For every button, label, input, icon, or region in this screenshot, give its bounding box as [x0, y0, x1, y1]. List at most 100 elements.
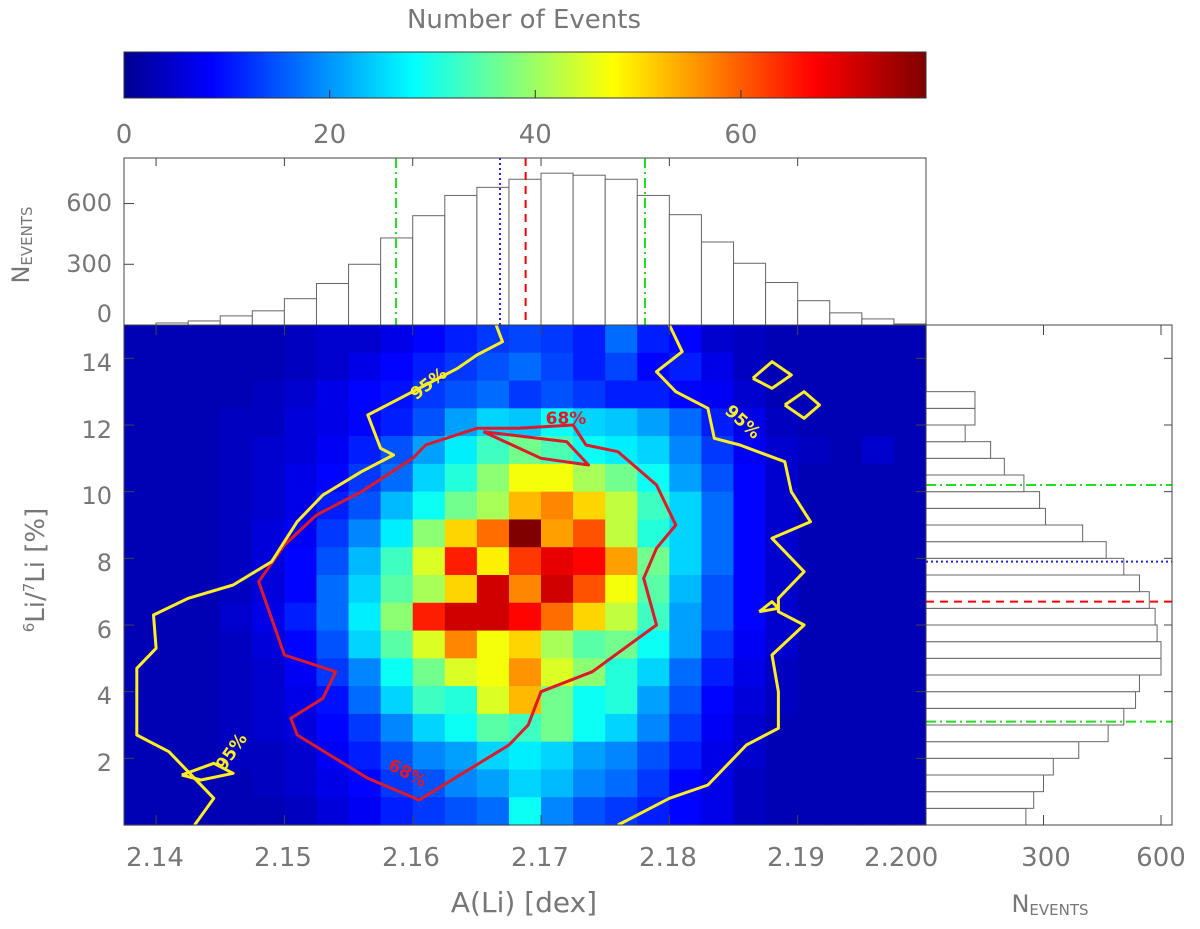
- heatmap-cell: [893, 602, 927, 632]
- heatmap-cell: [701, 380, 735, 409]
- heatmap-cell: [124, 686, 157, 715]
- heatmap-cell: [508, 658, 542, 687]
- heatmap-cell: [765, 741, 799, 771]
- heatmap-cell: [573, 630, 606, 659]
- heatmap-cell: [412, 325, 446, 354]
- heatmap-cell: [284, 686, 318, 715]
- main-xtick-label: 2.16: [382, 843, 440, 873]
- heatmap-cell: [508, 797, 542, 826]
- heatmap-cell: [829, 602, 863, 632]
- heatmap-cell: [701, 686, 735, 715]
- heatmap-cell: [124, 519, 157, 548]
- heatmap-cell: [220, 741, 253, 771]
- heatmap-cell: [380, 741, 414, 771]
- main-ytick-label: 12: [81, 416, 112, 444]
- heatmap-cell: [861, 602, 895, 632]
- top-histogram-bar: [700, 241, 735, 326]
- heatmap-cell: [797, 325, 831, 354]
- heatmap-cell: [765, 575, 799, 604]
- heatmap-cell: [829, 575, 863, 604]
- heatmap-cell: [797, 658, 831, 687]
- heatmap-cell: [893, 547, 927, 576]
- heatmap-cell: [637, 658, 670, 687]
- heatmap-cell: [380, 519, 414, 548]
- heatmap-cell: [861, 741, 895, 771]
- heatmap-cell: [701, 741, 735, 771]
- top-histogram-ylabel-main: N: [7, 266, 35, 284]
- heatmap-cell: [316, 352, 350, 382]
- top-histogram: [124, 158, 927, 326]
- right-histogram-bar: [925, 691, 1137, 709]
- heatmap-cell: [605, 380, 638, 409]
- heatmap-cell: [829, 491, 863, 521]
- heatmap-cell: [348, 769, 382, 798]
- heatmap-cell: [637, 436, 670, 465]
- main-ylabel: 6Li/7Li [%]: [20, 508, 51, 633]
- heatmap-cell: [669, 797, 703, 826]
- heatmap-cell: [701, 797, 735, 826]
- main-ylabel-sup6: 6: [20, 623, 38, 633]
- heatmap-cell: [188, 547, 221, 576]
- heatmap-cell: [797, 713, 831, 743]
- heatmap-cell: [316, 436, 350, 465]
- heatmap-cell: [733, 408, 767, 437]
- heatmap-cell: [605, 797, 638, 826]
- right-histogram-bar: [925, 424, 966, 443]
- heatmap-cell: [252, 658, 285, 687]
- heatmap-cell: [156, 658, 189, 687]
- heatmap-cell: [156, 630, 189, 659]
- heatmap-cell: [701, 575, 735, 604]
- heatmap-cell: [156, 491, 189, 521]
- heatmap-cell: [733, 463, 767, 493]
- heatmap-cell: [220, 352, 253, 382]
- heatmap-cell: [252, 575, 285, 604]
- heatmap-cell: [188, 686, 221, 715]
- heatmap-cell: [605, 352, 638, 382]
- heatmap-cell: [605, 463, 638, 493]
- heatmap-cell: [220, 436, 253, 465]
- heatmap-cell: [444, 463, 478, 493]
- heatmap-cell: [476, 713, 510, 743]
- heatmap-cell: [444, 491, 478, 521]
- top-histogram-bar: [412, 215, 446, 326]
- right-histogram-frame: [925, 324, 1173, 826]
- heatmap-cell: [508, 380, 542, 409]
- heatmap-cell: [797, 408, 831, 437]
- heatmap-cell: [765, 658, 799, 687]
- heatmap-cell: [124, 547, 157, 576]
- heatmap-cell: [829, 352, 863, 382]
- heatmap-cell: [412, 797, 446, 826]
- heatmap-cell: [829, 436, 863, 465]
- heatmap-cell: [124, 769, 157, 798]
- main-ylabel-mid: Li/: [21, 592, 51, 623]
- heatmap-cell: [605, 575, 638, 604]
- main-ticks: [124, 325, 926, 825]
- heatmap: [124, 325, 927, 826]
- heatmap-cell: [220, 463, 253, 493]
- heatmap-cell: [733, 325, 767, 354]
- heatmap-cell: [124, 325, 157, 354]
- heatmap-cell: [444, 519, 478, 548]
- heatmap-cell: [380, 491, 414, 521]
- heatmap-cell: [861, 519, 895, 548]
- heatmap-cell: [252, 713, 285, 743]
- heatmap-cell: [893, 380, 927, 409]
- heatmap-cell: [733, 380, 767, 409]
- heatmap-cell: [316, 408, 350, 437]
- heatmap-cell: [605, 325, 638, 354]
- heatmap-cell: [573, 602, 606, 632]
- heatmap-cell: [508, 408, 542, 437]
- heatmap-cell: [124, 797, 157, 826]
- heatmap-cell: [605, 408, 638, 437]
- heatmap-cell: [797, 686, 831, 715]
- heatmap-cell: [444, 602, 478, 632]
- heatmap-cell: [252, 686, 285, 715]
- heatmap-cell: [637, 491, 670, 521]
- right-histogram: [925, 325, 1172, 826]
- heatmap-cell: [380, 658, 414, 687]
- heatmap-cell: [252, 741, 285, 771]
- heatmap-cell: [444, 630, 478, 659]
- heatmap-cell: [637, 519, 670, 548]
- heatmap-cell: [701, 491, 735, 521]
